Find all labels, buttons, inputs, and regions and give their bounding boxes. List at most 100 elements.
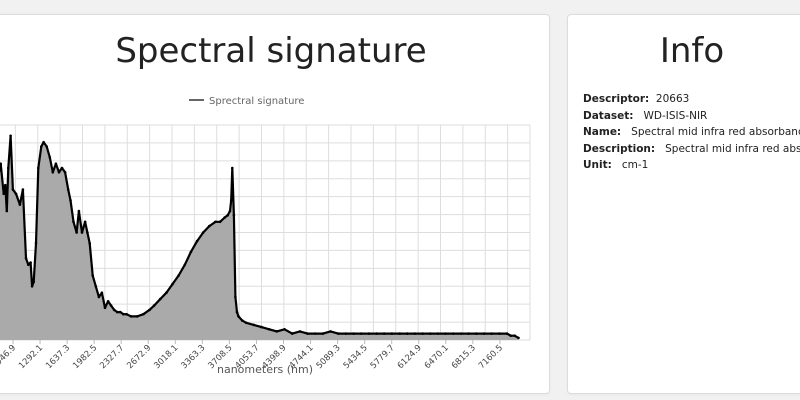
data-point[interactable]	[498, 332, 501, 335]
data-point[interactable]	[125, 312, 128, 316]
data-point[interactable]	[135, 315, 139, 318]
data-point[interactable]	[0, 162, 2, 165]
data-point[interactable]	[298, 330, 302, 333]
data-point[interactable]	[344, 332, 348, 335]
data-point[interactable]	[94, 285, 98, 288]
data-point[interactable]	[45, 145, 48, 148]
data-point[interactable]	[27, 263, 30, 267]
data-point[interactable]	[171, 282, 174, 286]
data-point[interactable]	[444, 332, 447, 335]
data-point[interactable]	[109, 304, 113, 307]
data-point[interactable]	[232, 214, 236, 217]
data-point[interactable]	[429, 332, 432, 335]
data-point[interactable]	[18, 203, 22, 206]
data-point[interactable]	[30, 285, 34, 288]
data-point[interactable]	[21, 188, 25, 191]
data-point[interactable]	[482, 332, 486, 335]
data-point[interactable]	[40, 145, 43, 148]
data-point[interactable]	[5, 209, 9, 213]
data-point[interactable]	[201, 231, 205, 234]
data-point[interactable]	[390, 332, 394, 335]
data-point[interactable]	[267, 328, 271, 331]
data-point[interactable]	[226, 214, 229, 217]
data-point[interactable]	[290, 332, 294, 335]
data-point[interactable]	[14, 192, 18, 196]
data-point[interactable]	[241, 319, 244, 322]
data-point[interactable]	[177, 274, 180, 277]
data-point[interactable]	[234, 295, 237, 299]
data-point[interactable]	[382, 332, 386, 335]
data-point[interactable]	[208, 224, 211, 228]
data-point[interactable]	[244, 321, 248, 325]
data-point[interactable]	[42, 140, 45, 144]
data-point[interactable]	[88, 242, 91, 245]
data-point[interactable]	[148, 308, 151, 312]
data-point[interactable]	[34, 242, 38, 245]
data-point[interactable]	[9, 134, 12, 138]
data-point[interactable]	[83, 220, 87, 224]
data-point[interactable]	[32, 280, 35, 284]
chart-legend[interactable]: Sprectral signature	[189, 96, 304, 107]
data-point[interactable]	[421, 332, 424, 335]
data-point[interactable]	[329, 330, 332, 333]
data-point[interactable]	[229, 199, 233, 202]
data-point[interactable]	[467, 332, 470, 335]
data-point[interactable]	[513, 334, 516, 338]
data-point[interactable]	[48, 156, 52, 159]
data-point[interactable]	[2, 192, 5, 196]
data-point[interactable]	[77, 209, 81, 213]
data-point[interactable]	[51, 171, 55, 174]
data-point[interactable]	[54, 162, 58, 165]
data-point[interactable]	[97, 295, 101, 299]
data-point[interactable]	[406, 332, 409, 335]
data-point[interactable]	[275, 330, 279, 333]
data-point[interactable]	[313, 332, 317, 335]
data-point[interactable]	[237, 315, 240, 318]
data-point[interactable]	[352, 332, 355, 335]
data-point[interactable]	[509, 334, 513, 338]
data-point[interactable]	[11, 188, 15, 191]
data-point[interactable]	[195, 239, 199, 243]
data-point[interactable]	[103, 306, 107, 310]
data-point[interactable]	[60, 166, 64, 170]
data-point[interactable]	[459, 332, 463, 335]
data-point[interactable]	[375, 332, 378, 335]
data-point[interactable]	[142, 312, 145, 316]
data-point[interactable]	[189, 250, 193, 254]
data-point[interactable]	[24, 257, 28, 260]
data-point[interactable]	[165, 291, 168, 295]
data-point[interactable]	[413, 332, 417, 335]
data-point[interactable]	[119, 310, 122, 314]
data-point[interactable]	[367, 332, 371, 335]
data-point[interactable]	[37, 166, 40, 170]
data-point[interactable]	[260, 325, 263, 329]
data-point[interactable]	[158, 297, 162, 301]
data-point[interactable]	[91, 274, 94, 277]
data-point[interactable]	[57, 171, 61, 174]
data-point[interactable]	[452, 332, 455, 335]
data-point[interactable]	[86, 231, 89, 234]
data-point[interactable]	[490, 332, 493, 335]
data-point[interactable]	[235, 310, 239, 314]
data-point[interactable]	[63, 171, 67, 174]
data-point[interactable]	[129, 315, 133, 318]
data-point[interactable]	[122, 312, 125, 316]
data-point[interactable]	[29, 261, 32, 264]
data-point[interactable]	[66, 188, 70, 191]
data-point[interactable]	[283, 328, 286, 331]
data-point[interactable]	[231, 166, 234, 170]
data-point[interactable]	[398, 332, 401, 335]
data-point[interactable]	[475, 332, 478, 335]
data-point[interactable]	[218, 220, 222, 224]
data-point[interactable]	[228, 209, 232, 213]
data-point[interactable]	[252, 323, 256, 327]
data-point[interactable]	[359, 332, 363, 335]
data-point[interactable]	[306, 332, 309, 335]
data-point[interactable]	[100, 291, 104, 295]
data-point[interactable]	[116, 310, 119, 314]
data-point[interactable]	[80, 231, 84, 234]
data-point[interactable]	[106, 300, 110, 303]
data-point[interactable]	[321, 332, 325, 335]
data-point[interactable]	[436, 332, 440, 335]
data-point[interactable]	[69, 199, 72, 202]
